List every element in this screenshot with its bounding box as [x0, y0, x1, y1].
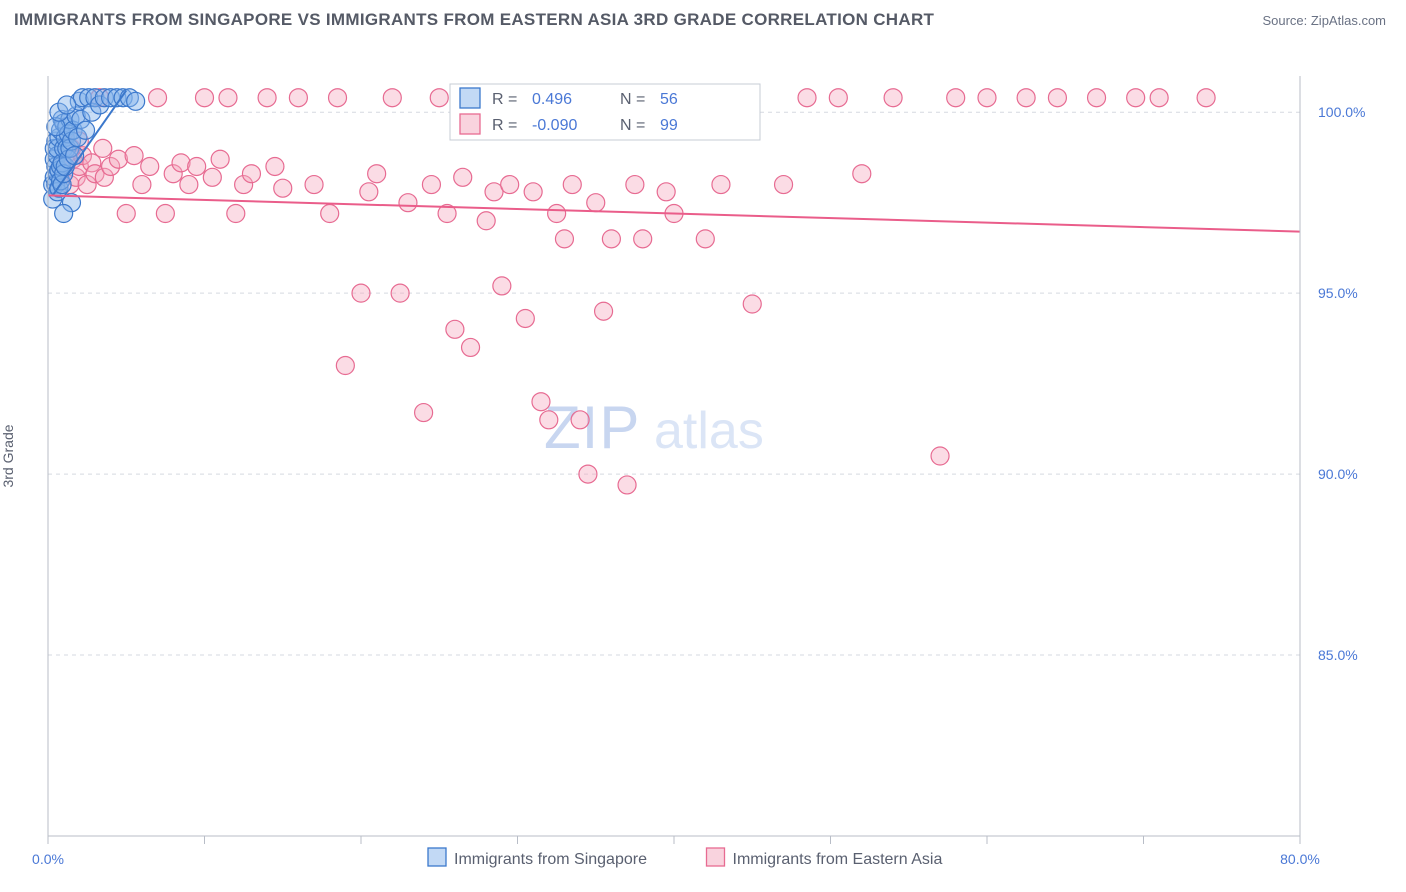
y-axis-label: 3rd Grade — [0, 424, 16, 487]
svg-text:95.0%: 95.0% — [1318, 285, 1358, 301]
svg-text:N =: N = — [620, 91, 645, 108]
svg-text:99: 99 — [660, 117, 678, 134]
svg-text:0.496: 0.496 — [532, 91, 572, 108]
svg-text:Immigrants from Eastern Asia: Immigrants from Eastern Asia — [733, 851, 943, 868]
source-label: Source: ZipAtlas.com — [1262, 13, 1386, 28]
chart-title: IMMIGRANTS FROM SINGAPORE VS IMMIGRANTS … — [14, 10, 934, 30]
scatter-chart: 85.0% 90.0% 95.0% 100.0% ZIPatlas 0.0% 80.0% R … — [0, 36, 1406, 876]
svg-text:100.0%: 100.0% — [1318, 104, 1365, 120]
svg-text:N =: N = — [620, 117, 645, 134]
svg-text:56: 56 — [660, 91, 678, 108]
svg-text:85.0%: 85.0% — [1318, 647, 1358, 663]
svg-text:80.0%: 80.0% — [1280, 851, 1320, 867]
svg-text:R =: R = — [492, 91, 517, 108]
svg-text:Immigrants from Singapore: Immigrants from Singapore — [454, 851, 647, 868]
svg-text:R =: R = — [492, 117, 517, 134]
svg-text:-0.090: -0.090 — [532, 117, 577, 134]
svg-text:ZIP: ZIP — [544, 394, 640, 461]
chart-area: 3rd Grade 85.0% 90.0% 95.0% 100.0% ZIPatlas 0… — [0, 36, 1406, 876]
svg-text:atlas: atlas — [654, 402, 764, 460]
svg-text:90.0%: 90.0% — [1318, 466, 1358, 482]
svg-text:0.0%: 0.0% — [32, 851, 64, 867]
